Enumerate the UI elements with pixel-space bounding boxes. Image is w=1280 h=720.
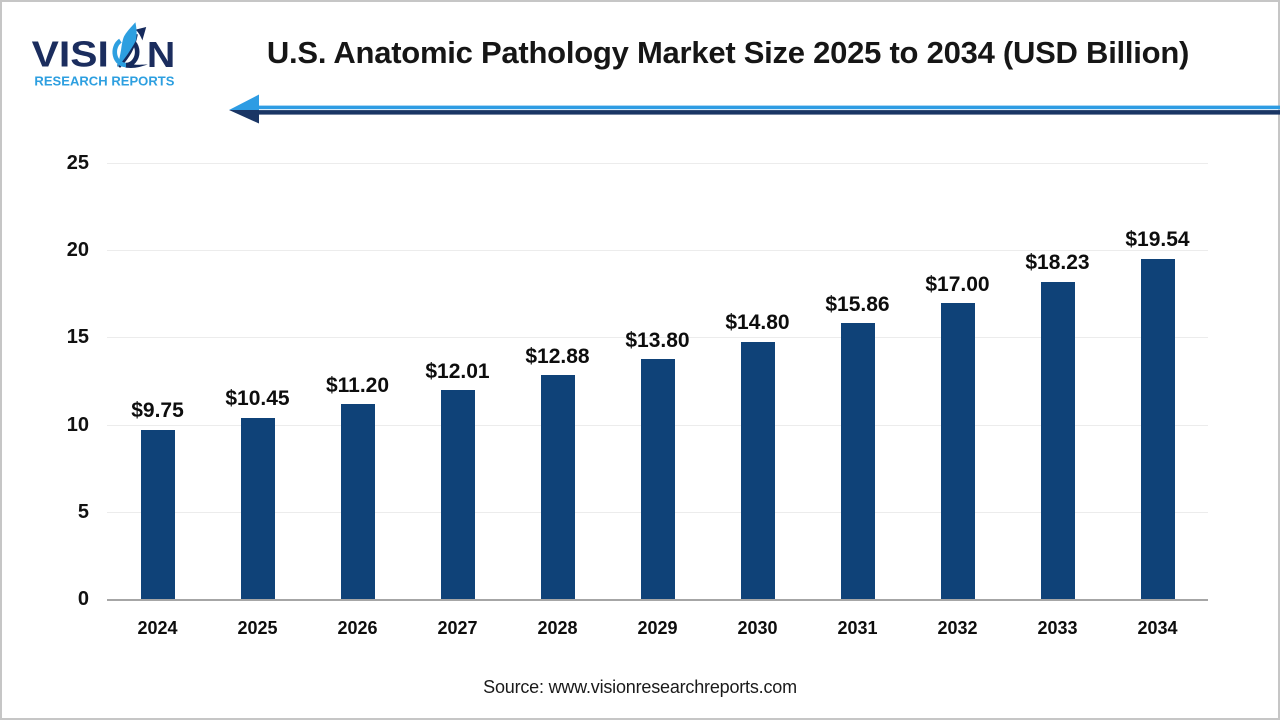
svg-text:N: N: [147, 34, 175, 75]
svg-text:RESEARCH REPORTS: RESEARCH REPORTS: [34, 74, 174, 89]
svg-text:VISI: VISI: [32, 34, 109, 75]
